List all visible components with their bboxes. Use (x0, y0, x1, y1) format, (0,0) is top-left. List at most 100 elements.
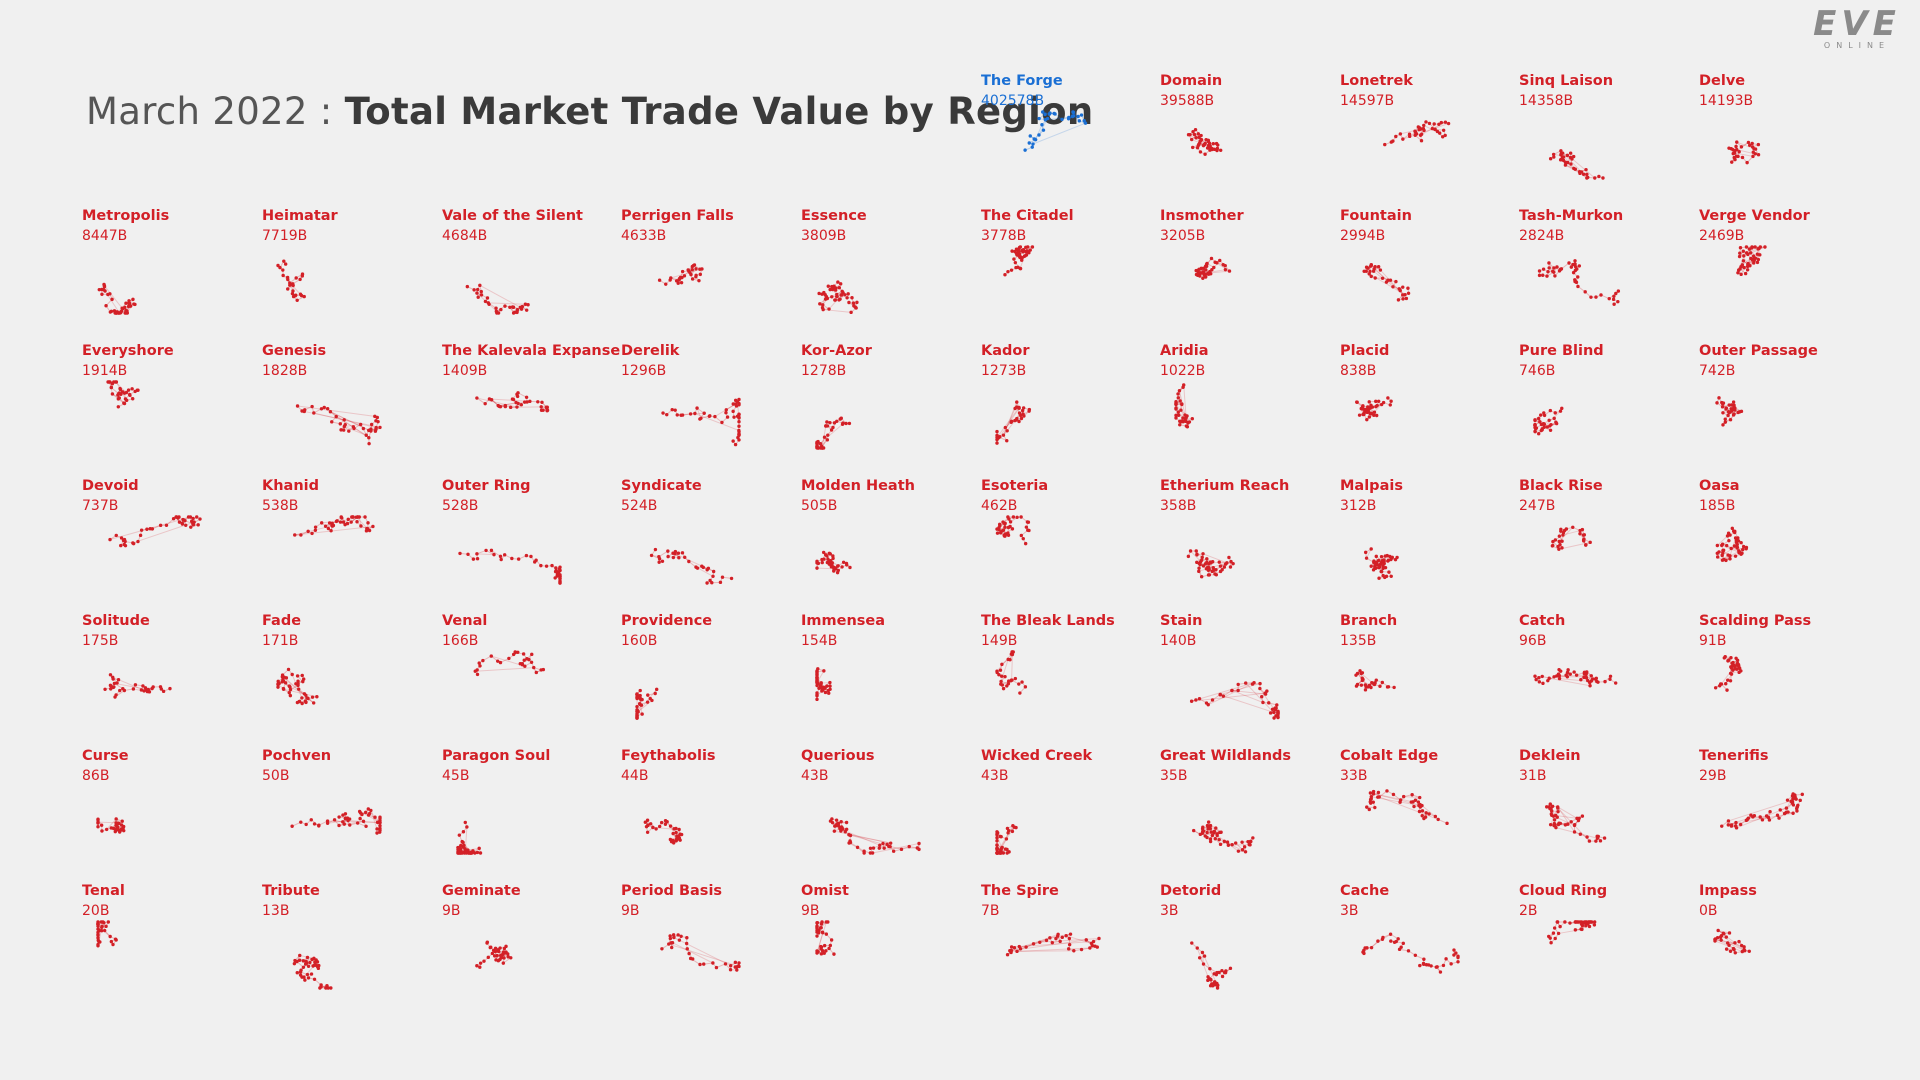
region-value: 29B (1699, 768, 1727, 784)
region-name: Perrigen Falls (621, 208, 734, 224)
region-value: 0B (1699, 903, 1718, 919)
region-cell: Geminate 9B (442, 882, 617, 1012)
chart-title: March 2022 : Total Market Trade Value by… (86, 90, 1094, 133)
region-cell: Curse 86B (82, 747, 257, 877)
region-name: Pure Blind (1519, 343, 1604, 359)
region-value: 9B (621, 903, 640, 919)
region-value: 135B (1340, 633, 1377, 649)
region-map-glyph (1545, 802, 1607, 843)
region-cell: Impass 0B (1699, 882, 1874, 1012)
region-cell: The Kalevala Expanse 1409B (442, 342, 621, 472)
chart-title-prefix: March 2022 : (86, 90, 333, 133)
region-name: Tenal (82, 883, 125, 899)
region-name: Heimatar (262, 208, 338, 224)
region-map-glyph (293, 515, 375, 537)
region-value: 1914B (82, 363, 128, 379)
region-map-glyph (1713, 928, 1751, 955)
region-map-glyph (995, 650, 1028, 695)
region-name: Impass (1699, 883, 1757, 899)
region-map-glyph (1365, 789, 1449, 826)
region-cell: Vale of the Silent 4684B (442, 207, 617, 337)
region-map-glyph (815, 920, 836, 956)
region-value: 1278B (801, 363, 847, 379)
region-map-glyph (1005, 932, 1101, 957)
region-value: 3778B (981, 228, 1027, 244)
region-value: 538B (262, 498, 299, 514)
region-map-glyph (1189, 681, 1280, 720)
region-value: 3B (1340, 903, 1359, 919)
region-name: Tenerifis (1699, 748, 1769, 764)
region-name: Deklein (1519, 748, 1581, 764)
region-name: Omist (801, 883, 849, 899)
region-map-glyph (1547, 920, 1597, 945)
region-name: Oasa (1699, 478, 1740, 494)
region-map-glyph (1354, 669, 1396, 692)
region-value: 149B (981, 633, 1018, 649)
region-cell: Fade 171B (262, 612, 437, 742)
region-map-glyph (1715, 526, 1749, 563)
region-cell: Khanid 538B (262, 477, 437, 607)
region-cell: Deklein 31B (1519, 747, 1694, 877)
region-value: 4633B (621, 228, 667, 244)
region-value: 737B (82, 498, 119, 514)
region-value: 166B (442, 633, 479, 649)
region-name: Molden Heath (801, 478, 915, 494)
region-name: Tash-Murkon (1519, 208, 1624, 224)
region-map-glyph (649, 547, 734, 585)
region-cell: Paragon Soul 45B (442, 747, 617, 877)
region-map-glyph (1023, 110, 1088, 152)
region-value: 14358B (1519, 93, 1574, 109)
region-map-glyph (1363, 547, 1399, 580)
region-cell: Cobalt Edge 33B (1340, 747, 1515, 877)
region-cell: Lonetrek 14597B (1340, 72, 1515, 202)
region-map-glyph (1362, 263, 1411, 302)
region-value: 1409B (442, 363, 488, 379)
region-name: Verge Vendor (1699, 208, 1810, 224)
region-map-glyph (660, 933, 741, 972)
region-name: Querious (801, 748, 875, 764)
region-name: The Kalevala Expanse (442, 343, 621, 359)
region-name: Detorid (1160, 883, 1222, 899)
region-cell: Tribute 13B (262, 882, 437, 1012)
region-name: The Forge (981, 73, 1063, 89)
region-cell: Tenal 20B (82, 882, 257, 1012)
region-name: Etherium Reach (1160, 478, 1290, 494)
region-value: 50B (262, 768, 290, 784)
region-cell: Feythabolis 44B (621, 747, 796, 877)
region-cell: Omist 9B (801, 882, 976, 1012)
region-value: 33B (1340, 768, 1368, 784)
region-map-glyph (995, 824, 1018, 855)
region-map-glyph (1383, 120, 1451, 147)
region-map-glyph (276, 259, 306, 303)
region-name: Khanid (262, 478, 320, 494)
region-name: Everyshore (82, 343, 174, 359)
region-cell: Pure Blind 746B (1519, 342, 1694, 472)
region-value: 2994B (1340, 228, 1386, 244)
region-cell: Providence 160B (621, 612, 796, 742)
region-cell: Heimatar 7719B (262, 207, 437, 337)
region-name: Period Basis (621, 883, 723, 899)
region-map-glyph (1533, 667, 1618, 688)
region-cell: The Citadel 3778B (981, 207, 1156, 337)
region-name: Kor-Azor (801, 343, 872, 359)
region-value: 160B (621, 633, 658, 649)
region-name: Vale of the Silent (442, 208, 583, 224)
region-name: Solitude (82, 613, 150, 629)
region-map-glyph (103, 673, 172, 699)
region-map-glyph (815, 550, 852, 575)
region-value: 402578B (981, 93, 1045, 109)
region-map-glyph (1186, 127, 1223, 156)
region-cell: Outer Passage 742B (1699, 342, 1874, 472)
region-cell: Period Basis 9B (621, 882, 796, 1012)
region-name: Fountain (1340, 208, 1412, 224)
region-map-glyph (1727, 140, 1761, 165)
region-cell: Syndicate 524B (621, 477, 796, 607)
region-name: Placid (1340, 343, 1390, 359)
region-cell: Outer Ring 528B (442, 477, 617, 607)
region-cell: Insmother 3205B (1160, 207, 1335, 337)
region-value: 39588B (1160, 93, 1215, 109)
region-value: 175B (82, 633, 119, 649)
region-cell: Catch 96B (1519, 612, 1694, 742)
region-value: 462B (981, 498, 1018, 514)
region-value: 524B (621, 498, 658, 514)
